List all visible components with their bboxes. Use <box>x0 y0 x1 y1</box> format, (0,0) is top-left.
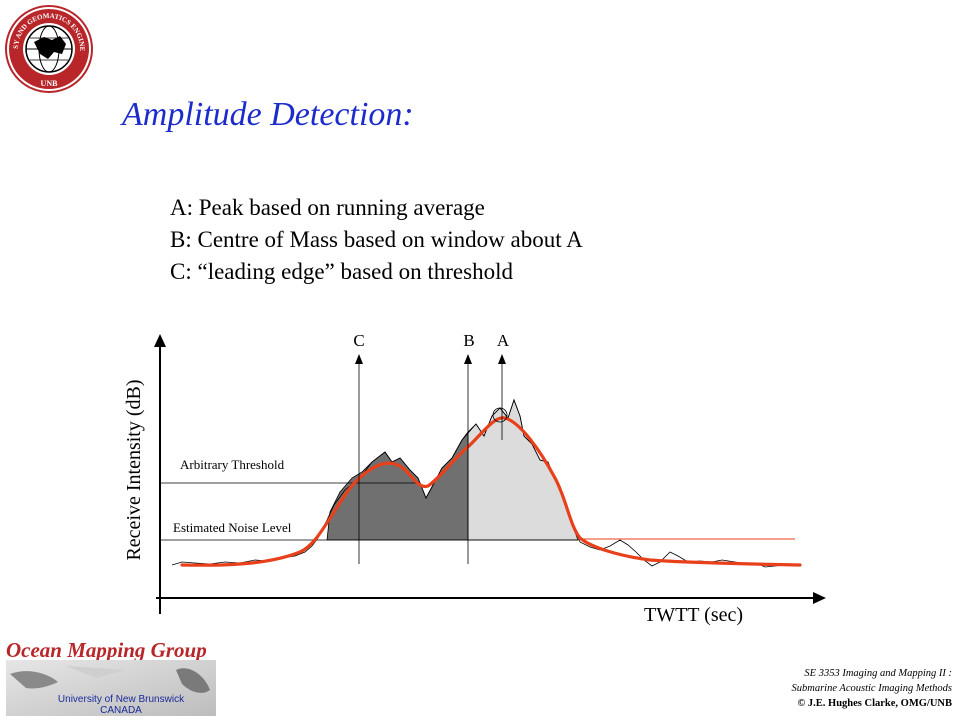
bullet-list: A: Peak based on running average B: Cent… <box>170 192 583 288</box>
x-axis-label: TWTT (sec) <box>644 604 743 626</box>
unb-caption: University of New Brunswick CANADA <box>36 694 206 716</box>
marker-a-label: A <box>497 331 510 350</box>
slide-title: Amplitude Detection: <box>122 96 414 133</box>
copyright-text: © J.E. Hughes Clarke, OMG/UNB <box>797 698 952 709</box>
dark-fill-region <box>326 430 469 541</box>
y-axis-arrow-icon <box>154 334 166 347</box>
country-name: CANADA <box>100 705 142 716</box>
marker-a-arrow-icon <box>498 354 506 364</box>
bullet-b: B: Centre of Mass based on window about … <box>170 227 583 252</box>
logo-unb-text: UNB <box>41 79 59 88</box>
omg-seafloor-image <box>6 660 216 716</box>
university-name: University of New Brunswick <box>57 694 185 705</box>
smoothed-curve <box>180 416 802 567</box>
threshold-label: Arbitrary Threshold <box>180 457 285 472</box>
bullet-a: A: Peak based on running average <box>170 195 485 220</box>
marker-b-label: B <box>463 331 474 350</box>
marker-c-arrow-icon <box>355 354 363 364</box>
course-info: SE 3353 Imaging and Mapping II : Submari… <box>792 666 953 711</box>
light-fill-region <box>467 398 579 541</box>
course-line-1: SE 3353 Imaging and Mapping II : <box>804 668 952 679</box>
peak-marker-circle <box>492 407 508 423</box>
noise-level-label: Estimated Noise Level <box>173 520 292 535</box>
marker-b-arrow-icon <box>464 354 472 364</box>
course-line-2: Submarine Acoustic Imaging Methods <box>791 683 953 694</box>
x-axis-arrow-icon <box>813 592 826 604</box>
y-axis-label: Receive Intensity (dB) <box>123 379 145 560</box>
bullet-c: C: “leading edge” based on threshold <box>170 259 513 284</box>
raw-signal-line <box>171 398 796 568</box>
ocean-mapping-group-label: Ocean Mapping Group <box>6 638 207 662</box>
marker-c-label: C <box>353 331 364 350</box>
unb-geodesy-logo: GEODESY AND GEOMATICS ENGINEERING UNB <box>4 4 93 93</box>
